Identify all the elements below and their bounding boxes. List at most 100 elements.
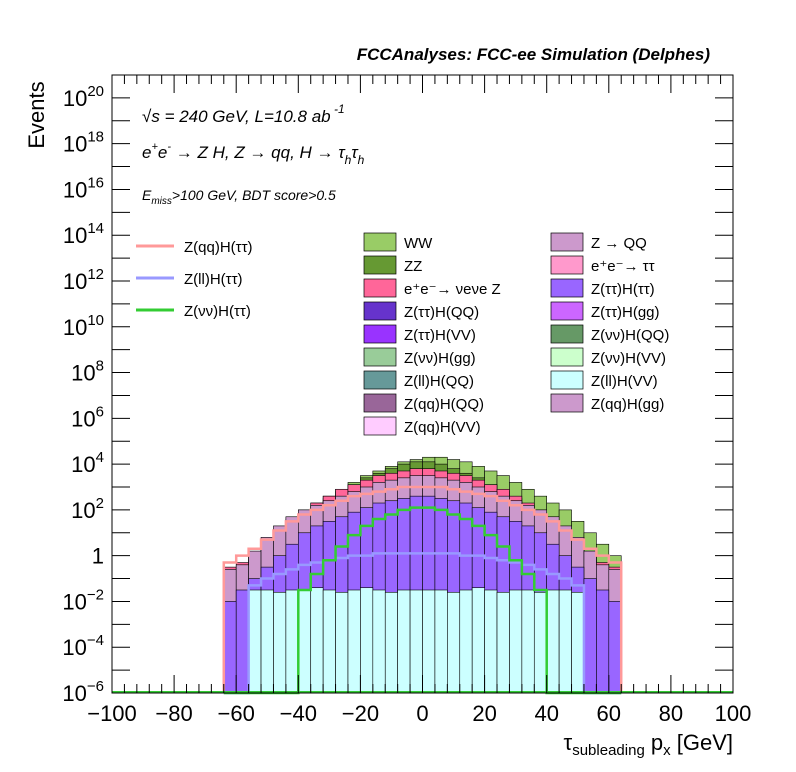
bar-5-12 xyxy=(372,589,386,694)
legend-box-swatch-14 xyxy=(363,393,397,413)
cut-annotation: Emiss>100 GeV, BDT score>0.5 xyxy=(142,187,336,207)
legend-box-swatch-3 xyxy=(550,255,584,275)
legend-box-swatch-2 xyxy=(363,255,397,275)
y-tick-label-5: 104 xyxy=(71,449,104,477)
bar-5-10 xyxy=(347,589,361,694)
legend-box-label-1: Z → QQ xyxy=(591,235,647,252)
bar-5-4 xyxy=(273,591,287,694)
legend-box-swatch-0 xyxy=(363,232,397,252)
y-tick-label-4: 102 xyxy=(71,495,104,523)
legend-box-swatch-10 xyxy=(363,347,397,367)
legend-box-label-2: ZZ xyxy=(404,258,422,275)
bar-5-18 xyxy=(447,591,461,694)
annotations: √s = 240 GeV, L=10.8 ab -1 e+e- → Z H, Z… xyxy=(142,102,365,207)
legend-box-swatch-15 xyxy=(550,393,584,413)
energy-annotation: √s = 240 GeV, L=10.8 ab -1 xyxy=(142,102,345,126)
bar-5-6 xyxy=(297,589,312,694)
bar-5-19 xyxy=(459,589,473,694)
x-tick-label-0: −100 xyxy=(87,701,137,726)
legend-box-swatch-4 xyxy=(363,278,397,298)
x-tick-label-4: −20 xyxy=(342,701,379,726)
y-tick-label-0: 10−6 xyxy=(62,678,104,706)
bar-5-22 xyxy=(496,591,510,694)
legend-box-label-0: WW xyxy=(404,235,433,252)
bar-4-1 xyxy=(235,589,249,694)
x-label-unit: [GeV] xyxy=(671,730,733,755)
legend-box-label-9: Z(νν)H(QQ) xyxy=(591,327,669,344)
series-line-0 xyxy=(222,485,623,693)
legend-box-label-15: Z(qq)H(gg) xyxy=(591,396,664,413)
bar-5-26 xyxy=(546,589,560,694)
x-tick-label-3: −40 xyxy=(280,701,317,726)
bar-5-3 xyxy=(260,589,274,694)
bar-5-15 xyxy=(409,589,423,694)
x-tick-label-5: 0 xyxy=(416,701,428,726)
legend-box-label-13: Z(ll)H(VV) xyxy=(591,373,658,390)
legend-box-swatch-8 xyxy=(363,324,397,344)
x-tick-label-1: −80 xyxy=(155,701,192,726)
x-tick-label-10: 100 xyxy=(715,701,752,726)
bar-5-8 xyxy=(322,589,336,694)
series-line-2 xyxy=(223,506,622,695)
legend-box-label-11: Z(νν)H(VV) xyxy=(591,350,666,367)
bar-5-28 xyxy=(571,591,585,694)
bar-4-30 xyxy=(596,589,610,694)
legend-line-label-0: Z(qq)H(ττ) xyxy=(184,239,253,256)
bar-5-7 xyxy=(310,587,324,694)
legend-box-label-8: Z(ττ)H(VV) xyxy=(404,327,476,344)
x-axis-label: τsubleading px [GeV] xyxy=(564,730,733,759)
y-tick-label-1: 10−4 xyxy=(62,632,104,660)
x-label-p: p xyxy=(645,730,663,755)
bar-5-13 xyxy=(384,591,398,694)
legend-box-label-5: Z(ττ)H(ττ) xyxy=(591,281,655,298)
bar-5-2 xyxy=(248,589,262,694)
legend-box-label-4: e⁺e⁻→ νeνe Z xyxy=(404,281,501,298)
bar-5-27 xyxy=(558,589,572,694)
x-tick-label-9: 80 xyxy=(659,701,683,726)
y-axis-label: Events xyxy=(24,81,49,148)
bar-5-17 xyxy=(434,589,448,694)
x-tick-label-7: 40 xyxy=(534,701,558,726)
y-tick-label-10: 1014 xyxy=(63,220,104,248)
y-tick-label-2: 10−2 xyxy=(62,586,104,614)
x-tick-label-8: 60 xyxy=(597,701,621,726)
legend-boxes: WW Z → QQ ZZ e⁺e⁻→ ττ e⁺e⁻→ νeνe Z Z(ττ)H(ττ)… xyxy=(363,232,669,436)
bar-5-20 xyxy=(471,587,485,694)
bar-4-0 xyxy=(223,601,237,694)
legend-box-swatch-11 xyxy=(550,347,584,367)
chart-title: FCCAnalyses: FCC-ee Simulation (Delphes) xyxy=(357,45,711,64)
bar-5-11 xyxy=(360,587,374,694)
y-tick-label-13: 1020 xyxy=(63,83,104,111)
y-tick-label-12: 1018 xyxy=(63,129,104,157)
bar-5-24 xyxy=(521,589,535,694)
legend-box-label-6: Z(ττ)H(QQ) xyxy=(404,304,479,321)
x-tick-label-2: −60 xyxy=(218,701,255,726)
series-line-1 xyxy=(223,552,622,695)
bar-5-25 xyxy=(533,591,548,694)
legend-box-swatch-1 xyxy=(550,232,584,252)
x-label-sub2: x xyxy=(663,742,671,759)
x-label-sub: subleading xyxy=(572,742,645,759)
legend-box-swatch-13 xyxy=(550,370,584,390)
y-tick-label-3: 1 xyxy=(92,544,104,569)
legend-box-swatch-16 xyxy=(363,416,397,436)
y-tick-label-9: 1012 xyxy=(63,266,104,294)
y-tick-label-7: 108 xyxy=(71,358,104,386)
y-tick-label-8: 1010 xyxy=(63,312,104,340)
legend-lines: Z(qq)H(ττ) Z(ll)H(ττ) Z(νν)H(ττ) xyxy=(136,239,253,320)
legend-box-label-7: Z(ττ)H(gg) xyxy=(591,304,660,321)
legend-box-swatch-7 xyxy=(550,301,584,321)
legend-line-label-1: Z(ll)H(ττ) xyxy=(184,271,243,288)
legend-box-swatch-9 xyxy=(550,324,584,344)
y-tick-label-6: 106 xyxy=(71,403,104,431)
bar-5-9 xyxy=(335,591,349,694)
bar-5-5 xyxy=(285,589,299,694)
bar-5-21 xyxy=(484,589,498,694)
legend-box-label-12: Z(ll)H(QQ) xyxy=(404,373,474,390)
bar-5-16 xyxy=(422,589,436,694)
legend-box-label-16: Z(qq)H(VV) xyxy=(404,419,481,436)
legend-box-label-10: Z(νν)H(gg) xyxy=(404,350,476,367)
x-label-tau: τ xyxy=(564,730,573,755)
legend-box-swatch-6 xyxy=(363,301,397,321)
